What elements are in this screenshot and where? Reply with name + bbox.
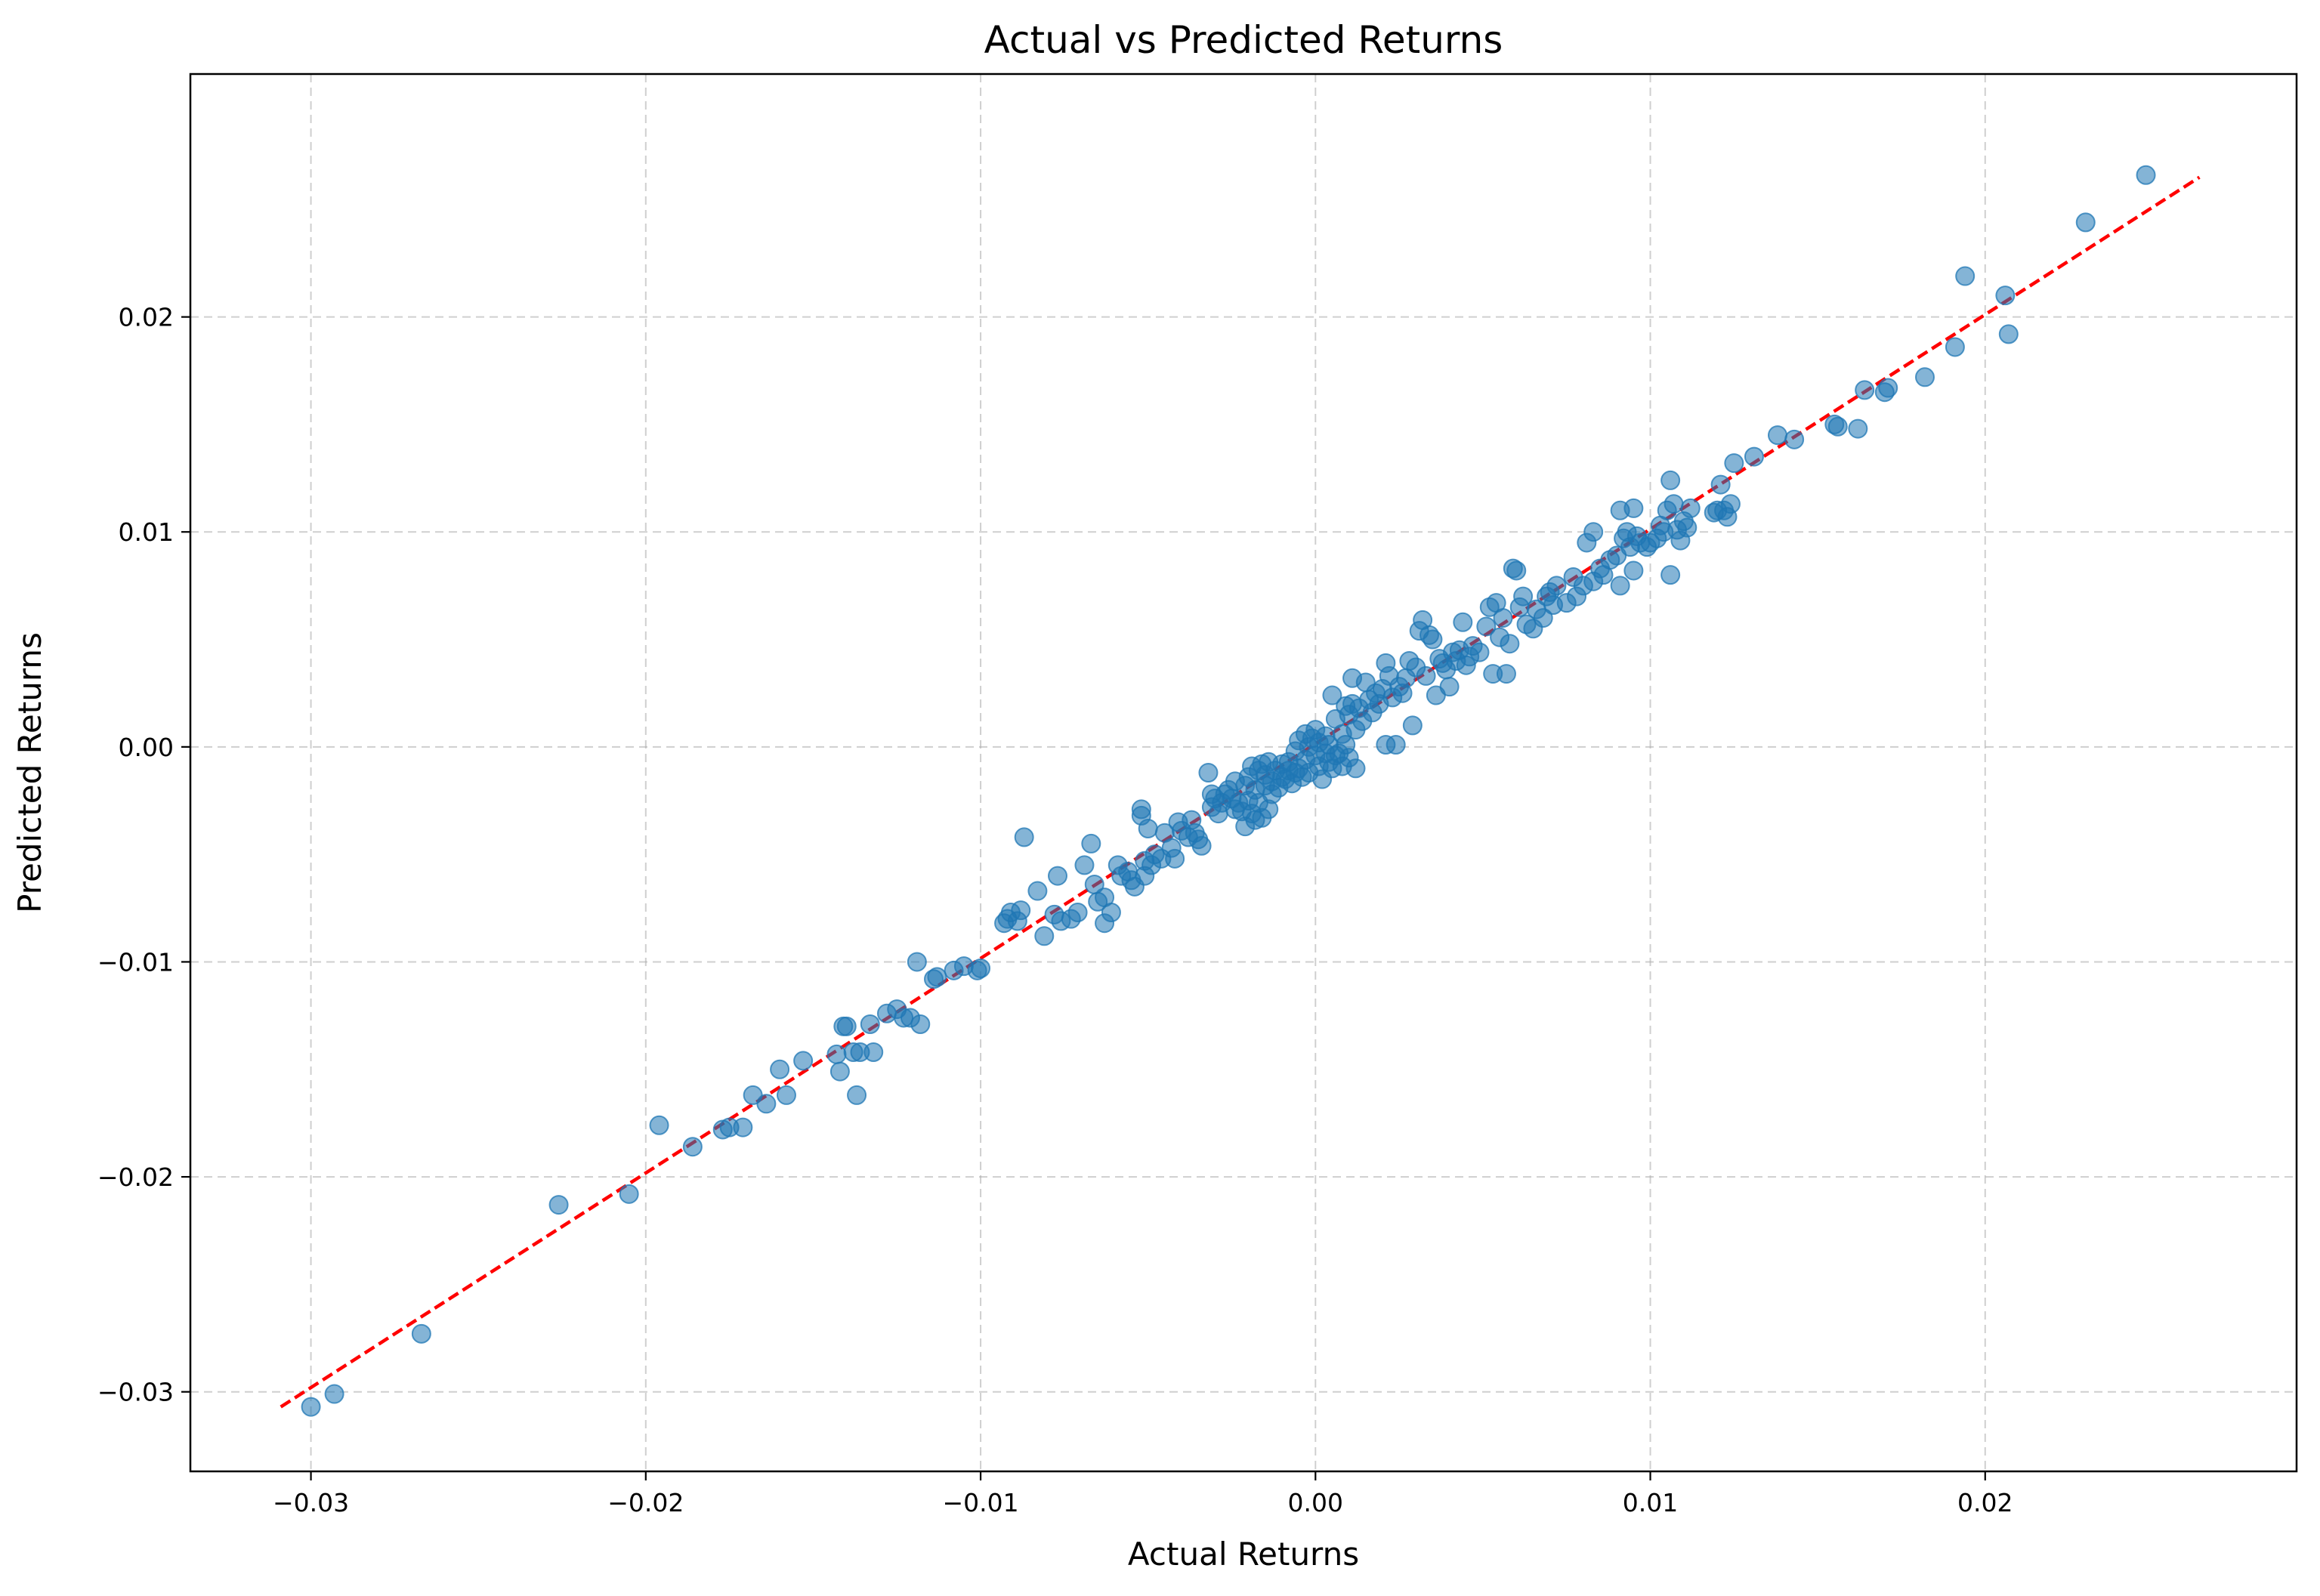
- x-tick-label: 0.02: [1957, 1488, 2013, 1517]
- data-point: [1710, 474, 1731, 495]
- chart-title: Actual vs Predicted Returns: [984, 18, 1503, 62]
- data-point: [1081, 833, 1101, 854]
- data-point: [2075, 212, 2096, 233]
- data-point: [847, 1085, 867, 1105]
- data-point: [1878, 378, 1898, 398]
- data-point: [1664, 494, 1684, 514]
- data-point: [1720, 494, 1741, 514]
- data-point: [548, 1195, 569, 1215]
- data-point: [1416, 665, 1436, 686]
- data-point: [793, 1051, 814, 1071]
- data-point: [1855, 380, 1875, 400]
- data-point: [411, 1323, 431, 1344]
- data-point: [1744, 446, 1764, 467]
- data-point: [1496, 664, 1516, 684]
- data-point: [733, 1117, 753, 1138]
- data-point: [1386, 735, 1406, 755]
- data-point: [1623, 560, 1644, 581]
- data-point: [1402, 715, 1423, 736]
- data-point: [826, 1044, 847, 1064]
- data-point: [1680, 498, 1701, 518]
- data-point: [1915, 367, 1935, 387]
- data-point: [1513, 586, 1534, 607]
- y-tick-label: −0.01: [97, 947, 174, 977]
- data-point: [1506, 560, 1527, 581]
- data-point: [1453, 612, 1473, 632]
- data-point: [829, 1061, 850, 1082]
- y-tick-label: −0.03: [97, 1378, 174, 1407]
- data-point: [1945, 337, 1965, 357]
- data-point: [1533, 608, 1553, 628]
- data-point: [1998, 324, 2019, 344]
- data-point: [1014, 827, 1034, 847]
- data-point: [1583, 522, 1604, 542]
- data-point: [1955, 266, 1976, 286]
- data-point: [1067, 903, 1088, 922]
- data-point: [1724, 453, 1744, 474]
- data-point: [2136, 165, 2156, 185]
- data-point: [1469, 642, 1490, 662]
- data-point: [1660, 470, 1681, 490]
- y-axis-label: Predicted Returns: [11, 632, 48, 913]
- data-point: [1439, 677, 1460, 697]
- data-point: [1827, 416, 1848, 437]
- data-point: [1322, 685, 1342, 705]
- data-point: [1660, 565, 1681, 585]
- data-point: [910, 1014, 931, 1034]
- data-point: [301, 1397, 321, 1417]
- data-point: [1027, 881, 1048, 901]
- data-point: [619, 1184, 639, 1204]
- y-tick-label: 0.02: [119, 303, 174, 332]
- data-point: [1848, 418, 1868, 439]
- axis-ticks: −0.03 −0.02 −0.01 0.00 0.01 0.02 −0.03 −0.02 −0.…: [97, 303, 2013, 1517]
- data-point: [1476, 616, 1497, 637]
- data-point: [1074, 855, 1095, 875]
- data-point: [1610, 576, 1630, 596]
- data-point: [1767, 425, 1787, 446]
- data-point: [1165, 848, 1185, 869]
- data-point: [1138, 819, 1158, 838]
- x-tick-label: 0.00: [1288, 1488, 1343, 1517]
- data-point: [1101, 903, 1121, 922]
- data-point: [1493, 608, 1513, 628]
- data-point: [1423, 629, 1443, 650]
- data-point: [860, 1014, 880, 1034]
- data-points: [301, 165, 2156, 1417]
- x-tick-label: −0.01: [942, 1488, 1018, 1517]
- x-tick-label: −0.02: [607, 1488, 684, 1517]
- data-point: [971, 959, 991, 978]
- data-point: [1623, 498, 1644, 518]
- data-point: [1034, 926, 1055, 946]
- data-point: [756, 1094, 777, 1114]
- plot-frame: [189, 73, 2298, 1473]
- x-tick-label: 0.01: [1623, 1488, 1678, 1517]
- data-point: [1500, 634, 1520, 654]
- y-tick-label: 0.01: [119, 517, 174, 547]
- data-point: [1784, 429, 1805, 449]
- data-point: [776, 1085, 796, 1105]
- data-point: [1048, 866, 1067, 886]
- y-tick-label: −0.02: [97, 1162, 174, 1192]
- data-point: [863, 1042, 884, 1062]
- data-point: [1546, 576, 1567, 596]
- grid-lines: [190, 74, 2297, 1471]
- x-tick-label: −0.03: [273, 1488, 349, 1517]
- data-point: [1191, 835, 1212, 856]
- data-point: [324, 1384, 344, 1404]
- y-tick-label: 0.00: [119, 733, 174, 762]
- x-axis-label: Actual Returns: [1128, 1536, 1359, 1573]
- data-point: [1995, 286, 2016, 306]
- data-point: [1345, 758, 1366, 779]
- data-point: [1198, 763, 1219, 783]
- data-point: [1677, 517, 1698, 538]
- data-point: [907, 952, 927, 972]
- data-point: [1011, 900, 1031, 921]
- data-point: [836, 1016, 857, 1036]
- data-point: [682, 1137, 703, 1157]
- data-point: [770, 1059, 790, 1079]
- data-point: [927, 967, 947, 987]
- data-point: [649, 1115, 669, 1135]
